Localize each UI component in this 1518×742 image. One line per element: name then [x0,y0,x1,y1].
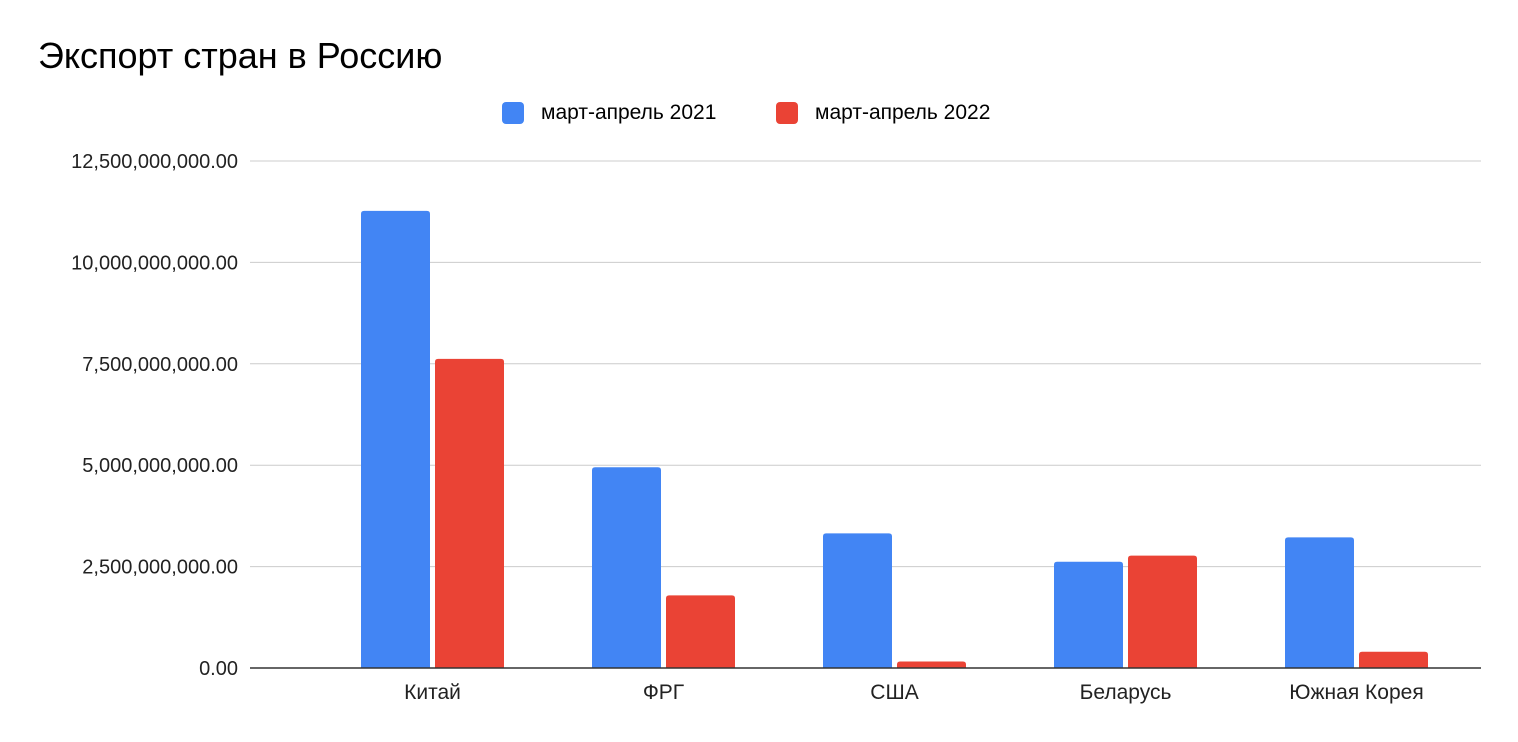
legend-item-2022: март-апрель 2022 [776,98,990,128]
bar-2021 [1054,561,1123,668]
bar-2022 [897,661,966,668]
x-axis-tick-labels: Китай ФРГ США Беларусь Южная Корея [404,681,1424,704]
bar-2021 [1285,537,1354,668]
bars [361,210,1428,668]
bar-2022 [1359,651,1428,668]
x-tick-label: Китай [404,681,461,704]
x-tick-label: Южная Корея [1289,681,1423,704]
legend-item-2021: март-апрель 2021 [502,98,716,128]
y-tick-label: 10,000,000,000.00 [71,252,238,274]
x-tick-label: США [870,681,918,704]
bar-2021 [592,467,661,668]
bar-2022 [1128,555,1197,668]
legend-label-2022: март-апрель 2022 [815,101,991,124]
gridlines [250,160,1481,568]
y-axis-tick-labels: 0.00 2,500,000,000.00 5,000,000,000.00 7,50… [71,151,238,680]
chart-title: Экспорт стран в Россию [38,35,443,76]
bar-2021 [361,210,430,668]
y-tick-label: 5,000,000,000.00 [82,455,238,477]
y-tick-label: 0.00 [199,658,238,680]
bar-2021 [823,533,892,668]
bar-2022 [666,595,735,668]
y-tick-label: 7,500,000,000.00 [82,354,238,376]
y-tick-label: 2,500,000,000.00 [82,557,238,579]
y-tick-label: 12,500,000,000.00 [71,151,238,173]
x-tick-label: Беларусь [1080,681,1172,704]
legend-swatch-2021 [502,102,524,124]
x-tick-label: ФРГ [643,681,684,704]
legend-label-2021: март-апрель 2021 [541,101,717,124]
legend-swatch-2022 [776,102,798,124]
bar-2022 [435,358,504,668]
legend: март-апрель 2021 март-апрель 2022 [0,98,1518,128]
